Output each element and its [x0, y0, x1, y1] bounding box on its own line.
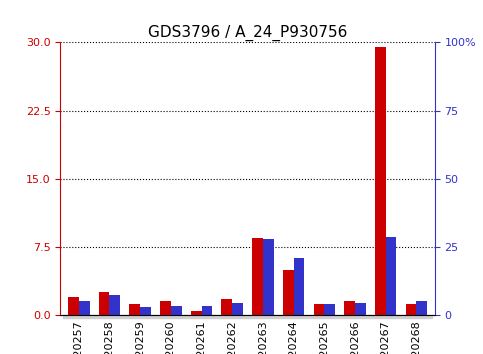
Bar [283, 270, 294, 315]
Bar [232, 303, 243, 315]
Bar [263, 239, 273, 315]
Bar [160, 302, 171, 315]
Bar [110, 295, 120, 315]
Title: GDS3796 / A_24_P930756: GDS3796 / A_24_P930756 [148, 25, 347, 41]
Bar [201, 306, 212, 315]
Bar [340, 315, 370, 318]
Bar [68, 297, 79, 315]
Bar [222, 299, 232, 315]
Bar [191, 312, 201, 315]
Bar [79, 302, 89, 315]
Bar [370, 315, 401, 318]
Bar [129, 304, 140, 315]
Bar [344, 302, 355, 315]
Bar [99, 292, 110, 315]
Bar [355, 303, 366, 315]
Bar [217, 315, 248, 318]
Bar [186, 315, 217, 318]
Bar [156, 315, 186, 318]
Bar [140, 307, 151, 315]
Bar [324, 304, 335, 315]
Bar [171, 306, 182, 315]
Bar [125, 315, 156, 318]
Bar [294, 258, 304, 315]
Bar [406, 304, 416, 315]
Bar [313, 304, 324, 315]
Bar [278, 315, 309, 318]
Bar [248, 315, 278, 318]
Bar [401, 315, 432, 318]
Bar [309, 315, 340, 318]
Bar [252, 238, 263, 315]
Bar [63, 315, 94, 318]
Bar [416, 302, 427, 315]
Bar [375, 47, 385, 315]
Bar [385, 238, 397, 315]
Bar [94, 315, 125, 318]
